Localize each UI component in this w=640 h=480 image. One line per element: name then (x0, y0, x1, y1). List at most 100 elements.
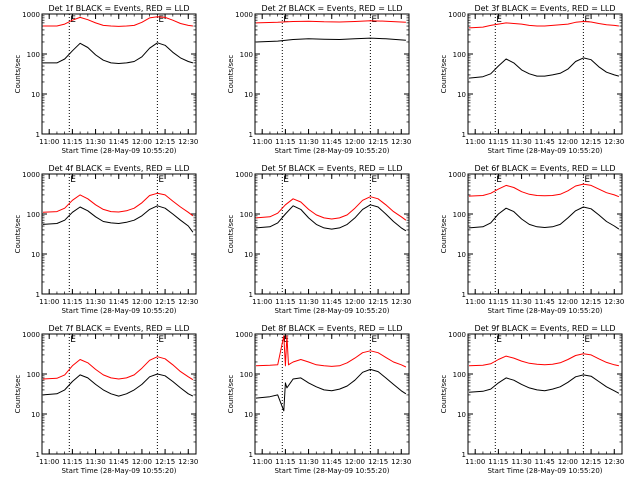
y-axis-label: Counts/sec (14, 375, 22, 414)
x-tick-label: 12:00 (132, 298, 152, 306)
x-tick-label: 12:15 (368, 298, 388, 306)
lld-series-line (255, 335, 407, 368)
detector-panel: Det 3f BLACK = Events, RED = LLD E E 1 10 100… (440, 4, 624, 155)
events-series-line (43, 42, 194, 64)
x-tick-label: 11:30 (298, 138, 318, 146)
x-tick-label: 11:00 (465, 298, 485, 306)
x-tick-label: 12:15 (581, 138, 601, 146)
marker-label: E (584, 335, 590, 345)
x-tick-label: 12:15 (155, 298, 175, 306)
y-tick-label: 1000 (22, 331, 40, 339)
marker-label: E (371, 15, 377, 25)
y-tick-label: 100 (27, 211, 40, 219)
marker-label: E (584, 175, 590, 185)
events-series-line (255, 204, 407, 232)
detector-panel: Det 5f BLACK = Events, RED = LLD E E 1 10 100… (227, 164, 411, 315)
x-tick-label: 11:15 (488, 298, 508, 306)
x-tick-label: 12:15 (368, 458, 388, 466)
x-tick-label: 12:00 (558, 458, 578, 466)
marker-label: E (496, 175, 502, 185)
y-tick-label: 10 (31, 91, 40, 99)
x-tick-label: 11:45 (322, 458, 342, 466)
y-tick-label: 1000 (22, 171, 40, 179)
y-tick-label: 1000 (235, 171, 253, 179)
x-tick-label: 11:15 (275, 138, 295, 146)
lld-series-line (42, 356, 194, 381)
panel-title: Det 3f BLACK = Events, RED = LLD (474, 4, 615, 13)
x-axis-label: Start Time (28-May-09 10:55:20) (61, 467, 176, 475)
lld-series-line (42, 192, 194, 217)
x-tick-label: 11:00 (39, 138, 59, 146)
y-axis-label: Counts/sec (14, 215, 22, 254)
x-tick-label: 12:30 (604, 138, 624, 146)
y-tick-label: 1000 (22, 11, 40, 19)
events-series-line (468, 206, 620, 230)
x-tick-label: 12:15 (368, 138, 388, 146)
plot-frame (41, 173, 197, 295)
y-tick-label: 10 (457, 91, 466, 99)
x-tick-label: 11:45 (322, 138, 342, 146)
y-tick-label: 100 (27, 51, 40, 59)
x-axis-label: Start Time (28-May-09 10:55:20) (61, 147, 176, 155)
x-axis-label: Start Time (28-May-09 10:55:20) (61, 307, 176, 315)
y-tick-label: 100 (240, 211, 253, 219)
x-axis-label: Start Time (28-May-09 10:55:20) (274, 307, 389, 315)
events-series-line (255, 368, 407, 412)
plot-frame (41, 333, 197, 455)
x-tick-label: 11:15 (62, 458, 82, 466)
events-series-line (42, 373, 194, 397)
x-tick-label: 12:00 (345, 298, 365, 306)
y-tick-label: 10 (31, 251, 40, 259)
x-tick-label: 11:30 (298, 298, 318, 306)
x-tick-label: 11:30 (511, 138, 531, 146)
x-tick-label: 11:30 (511, 458, 531, 466)
y-tick-label: 1 (36, 131, 40, 139)
x-tick-label: 12:00 (558, 138, 578, 146)
x-tick-label: 11:00 (252, 138, 272, 146)
y-tick-label: 10 (244, 251, 253, 259)
marker-label: E (283, 15, 289, 25)
marker-label: E (158, 335, 164, 345)
marker-label: E (158, 175, 164, 185)
x-tick-label: 12:00 (132, 138, 152, 146)
x-tick-label: 11:00 (39, 458, 59, 466)
y-tick-label: 1 (249, 291, 253, 299)
x-tick-label: 11:30 (298, 458, 318, 466)
lld-series-line (468, 183, 620, 198)
x-tick-label: 11:30 (85, 458, 105, 466)
events-series-line (468, 57, 620, 79)
x-tick-label: 12:00 (132, 458, 152, 466)
x-tick-label: 11:00 (252, 298, 272, 306)
lld-series-line (255, 196, 407, 221)
events-series-line (42, 205, 194, 233)
x-tick-label: 11:00 (465, 458, 485, 466)
y-tick-label: 100 (453, 371, 466, 379)
y-axis-label: Counts/sec (227, 375, 235, 414)
panel-title: Det 9f BLACK = Events, RED = LLD (474, 324, 615, 333)
x-tick-label: 12:00 (345, 458, 365, 466)
y-tick-label: 10 (457, 251, 466, 259)
x-tick-label: 11:45 (322, 298, 342, 306)
marker-label: E (584, 15, 590, 25)
panel-title: Det 7f BLACK = Events, RED = LLD (48, 324, 189, 333)
panel-title: Det 6f BLACK = Events, RED = LLD (474, 164, 615, 173)
lld-series-line (43, 16, 193, 27)
marker-label: E (496, 335, 502, 345)
x-tick-label: 11:15 (275, 298, 295, 306)
y-tick-label: 1000 (448, 171, 466, 179)
panel-title: Det 5f BLACK = Events, RED = LLD (261, 164, 402, 173)
x-tick-label: 12:30 (604, 458, 624, 466)
panel-title: Det 1f BLACK = Events, RED = LLD (48, 4, 189, 13)
marker-label: E (70, 335, 76, 345)
x-axis-label: Start Time (28-May-09 10:55:20) (487, 307, 602, 315)
x-tick-label: 11:00 (252, 458, 272, 466)
y-tick-label: 1000 (235, 331, 253, 339)
x-tick-label: 12:30 (178, 138, 198, 146)
x-tick-label: 11:45 (109, 138, 129, 146)
x-tick-label: 11:15 (62, 138, 82, 146)
x-tick-label: 11:45 (535, 458, 555, 466)
y-tick-label: 1 (462, 291, 466, 299)
marker-label: E (158, 15, 164, 25)
